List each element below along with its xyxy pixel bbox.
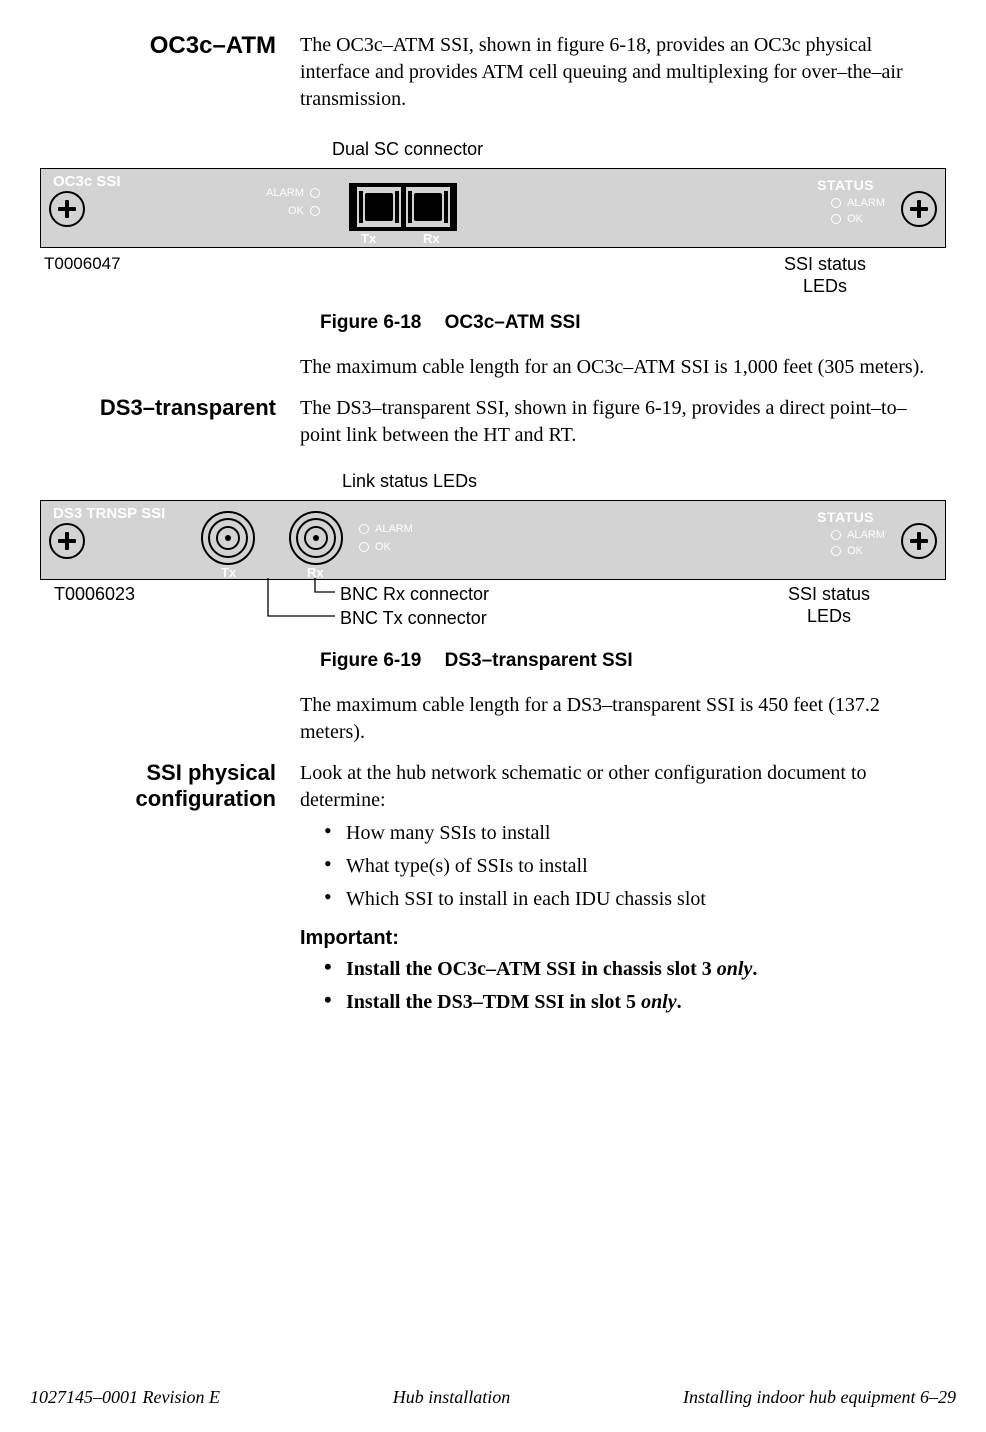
text: .	[752, 958, 757, 980]
bullets-important: Install the OC3c–ATM SSI in chassis slot…	[300, 956, 926, 1016]
label-leds: LEDs	[803, 276, 847, 296]
figure-number: Figure 6-18	[320, 312, 421, 333]
sc-port-rx	[406, 187, 450, 227]
led-icon	[831, 530, 841, 540]
footer-left: 1027145–0001 Revision E	[30, 1387, 220, 1408]
led-icon	[310, 206, 320, 216]
sc-connector-box	[349, 183, 457, 231]
page-footer: 1027145–0001 Revision E Hub installation…	[0, 1387, 986, 1408]
list-item: Install the DS3–TDM SSI in slot 5 only.	[324, 989, 926, 1016]
panel-label-ds3: DS3 TRNSP SSI	[53, 505, 165, 522]
label-ssi-status: SSI status	[784, 254, 866, 274]
led-icon	[831, 198, 841, 208]
footer-right: Installing indoor hub equipment 6–29	[683, 1387, 956, 1408]
figure-caption-618: Figure 6-18 OC3c–ATM SSI	[320, 312, 946, 334]
label-ssi-status: SSI status	[788, 584, 870, 604]
callout-ssi-status-oc3c: SSI status LEDs	[784, 254, 866, 297]
label-status: STATUS	[817, 177, 885, 193]
bullets-phys: How many SSIs to install What type(s) of…	[300, 820, 926, 913]
heading-ds3: DS3–transparent	[100, 395, 276, 420]
text: Install the OC3c–ATM SSI in chassis slot…	[346, 958, 717, 980]
screw-icon	[49, 523, 85, 559]
sc-port-tx	[357, 187, 401, 227]
status-block-ds3: STATUS ALARM OK	[817, 509, 885, 557]
below-panel-oc3c: T0006047 SSI status LEDs	[40, 250, 946, 300]
callout-dual-sc: Dual SC connector	[332, 139, 946, 160]
label-status: STATUS	[817, 509, 885, 525]
list-item: What type(s) of SSIs to install	[324, 853, 926, 880]
screw-icon	[49, 191, 85, 227]
para-oc3c-intro: The OC3c–ATM SSI, shown in figure 6-18, …	[300, 32, 926, 113]
footer-center: Hub installation	[393, 1387, 511, 1408]
below-panel-ds3: T0006023 BNC Rx connector BNC Tx connect…	[40, 580, 946, 638]
text: Install the DS3–TDM SSI in slot 5	[346, 991, 641, 1013]
label-ok: OK	[847, 545, 863, 557]
screw-icon	[901, 191, 937, 227]
screw-icon	[901, 523, 937, 559]
bnc-rx-connector	[289, 511, 343, 565]
para-oc3c-after: The maximum cable length for an OC3c–ATM…	[300, 354, 926, 381]
leader-lines-icon	[220, 578, 520, 634]
figure-title: DS3–transparent SSI	[445, 650, 633, 671]
bnc-tx-connector	[201, 511, 255, 565]
callout-ssi-status-ds3: SSI status LEDs	[788, 584, 870, 627]
label-ok: OK	[375, 541, 391, 553]
led-icon	[831, 214, 841, 224]
label-ok: OK	[847, 213, 863, 225]
para-phys-intro: Look at the hub network schematic or oth…	[300, 760, 926, 814]
label-rx: Rx	[423, 231, 440, 246]
list-item: Which SSI to install in each IDU chassis…	[324, 886, 926, 913]
text: .	[677, 991, 682, 1013]
list-item: How many SSIs to install	[324, 820, 926, 847]
led-icon	[310, 188, 320, 198]
heading-phys: SSI physical configuration	[40, 760, 276, 813]
label-alarm: ALARM	[847, 197, 885, 209]
link-leds-ds3: ALARM OK	[359, 523, 413, 559]
text-italic: only	[641, 991, 677, 1013]
label-ok: OK	[288, 205, 304, 217]
list-item: Install the OC3c–ATM SSI in chassis slot…	[324, 956, 926, 983]
callout-link-status: Link status LEDs	[342, 471, 946, 492]
status-block-oc3c: STATUS ALARM OK	[817, 177, 885, 225]
led-icon	[359, 542, 369, 552]
panel-label-oc3c: OC3c SSI	[53, 173, 121, 190]
heading-oc3c: OC3c–ATM	[150, 32, 276, 59]
label-alarm: ALARM	[266, 187, 304, 199]
panel-ds3: DS3 TRNSP SSI Tx Rx ALARM OK STATUS ALAR…	[40, 500, 946, 580]
label-tx: Tx	[361, 231, 376, 246]
label-alarm: ALARM	[847, 529, 885, 541]
label-alarm: ALARM	[375, 523, 413, 535]
figure-number: Figure 6-19	[320, 650, 421, 671]
panel-oc3c: OC3c SSI ALARM OK Tx Rx STATUS ALARM OK	[40, 168, 946, 248]
figure-title: OC3c–ATM SSI	[445, 312, 581, 333]
heading-important: Important:	[300, 927, 926, 950]
label-leds: LEDs	[807, 606, 851, 626]
tnum-oc3c: T0006047	[44, 254, 121, 274]
link-leds-oc3c: ALARM OK	[266, 187, 320, 223]
para-ds3-intro: The DS3–transparent SSI, shown in figure…	[300, 395, 926, 449]
text-italic: only	[717, 958, 753, 980]
led-icon	[831, 546, 841, 556]
led-icon	[359, 524, 369, 534]
figure-caption-619: Figure 6-19 DS3–transparent SSI	[320, 650, 946, 672]
para-ds3-after: The maximum cable length for a DS3–trans…	[300, 692, 926, 746]
tnum-ds3: T0006023	[54, 584, 135, 605]
section-oc3c: OC3c–ATM The OC3c–ATM SSI, shown in figu…	[40, 32, 946, 113]
